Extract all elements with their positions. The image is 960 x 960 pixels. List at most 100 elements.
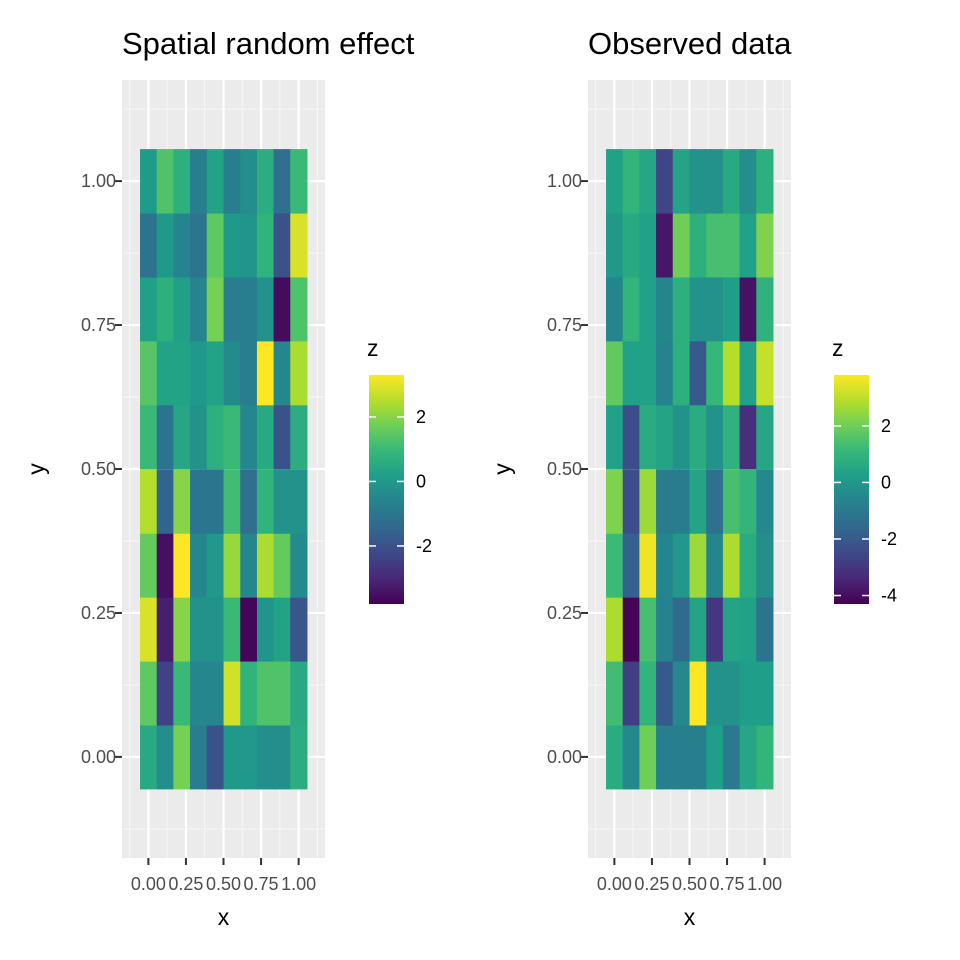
heatmap-tile [756,469,774,534]
heatmap-tile [273,533,291,598]
heatmap-tile [190,276,208,342]
heatmap-tile [739,597,757,662]
heatmap-tile [223,276,241,342]
heatmap-tile [739,340,757,406]
heatmap-tile [656,149,674,214]
heatmap-tile [689,597,707,662]
heatmap-tile [206,276,224,342]
heatmap-tile [240,213,258,278]
heatmap-tile [739,213,757,278]
heatmap-tile [722,276,741,342]
heatmap-tile [756,661,774,726]
heatmap-tile [290,276,308,342]
heatmap-tile [639,533,657,598]
heatmap-tile [190,724,208,790]
legend-break-label: -2 [416,536,432,556]
heatmap-tile [240,276,258,342]
heatmap-tile [290,533,308,598]
heatmap-tile [656,597,674,662]
heatmap-tile [156,724,174,790]
x-tick-label: 1.00 [747,874,782,894]
heatmap-tile [273,276,291,342]
heatmap-tile [656,533,674,598]
x-tick-label: 0.00 [597,874,632,894]
heatmap-tile [672,340,690,406]
heatmap-tile [240,149,258,214]
heatmap-tile [656,213,674,278]
heatmap-tile [290,661,308,726]
heatmap-tile [223,661,241,726]
heatmap-panel-1: Spatial random effect0.000.250.500.751.0… [23,26,432,930]
heatmap-tile [639,276,657,342]
heatmap-tile [206,213,224,278]
x-tick-label: 0.25 [168,874,203,894]
heatmap-tile [156,340,174,406]
heatmap-tile [639,597,657,662]
heatmap-tile [622,533,640,598]
heatmap-tile [656,340,674,406]
heatmap-tile [639,724,657,790]
heatmap-tile [656,661,674,726]
heatmap-tile [672,661,690,726]
heatmap-tile [290,597,308,662]
heatmap-tile [606,661,624,726]
heatmap-tile [140,340,158,406]
heatmap-tile [173,404,191,470]
heatmap-tile [140,404,158,470]
heatmap-tile [639,469,657,534]
heatmap-tile [290,149,308,214]
heatmap-tile [140,213,158,278]
heatmap-tile [206,597,224,662]
heatmap-tile [606,597,624,662]
heatmap-tile [689,469,707,534]
heatmap-tile [190,404,208,470]
heatmap-tile [223,213,241,278]
heatmap-tile [240,661,258,726]
heatmap-tile [706,469,724,534]
heatmap-tile [622,661,640,726]
heatmap-tile [606,149,624,214]
x-tick-label: 0.75 [710,874,745,894]
heatmap-tile [206,533,224,598]
heatmap-tile [639,149,657,214]
y-tick-label: 0.25 [81,603,116,623]
heatmap-tile [722,213,741,278]
heatmap-tile [606,404,624,470]
heatmap-tile [706,213,724,278]
legend-title: z [832,335,844,361]
heatmap-tile [290,469,308,534]
heatmap-tile [206,724,224,790]
heatmap-tile [689,661,707,726]
heatmap-tile [689,149,707,214]
heatmap-tile [156,469,174,534]
heatmap-tile [206,404,224,470]
heatmap-tile [706,724,724,790]
heatmap-tile [156,149,174,214]
x-tick-label: 1.00 [281,874,316,894]
heatmap-tile [156,404,174,470]
heatmap-tile [240,533,258,598]
heatmap-tile [672,597,690,662]
color-legend: z 2 0 -2 -4 [832,335,897,606]
heatmap-tile [672,213,690,278]
heatmap-tile [689,404,707,470]
heatmap-tile [622,469,640,534]
y-tick-label: 0.50 [81,459,116,479]
x-axis-title: x [218,904,230,930]
heatmap-tile [606,469,624,534]
heatmap-tile [672,533,690,598]
heatmap-tile [622,149,640,214]
heatmap-tile [706,149,724,214]
heatmap-tile [672,724,690,790]
heatmap-tile [639,340,657,406]
heatmap-tile [739,724,757,790]
heatmap-tile [240,597,258,662]
heatmap-tile [722,597,741,662]
heatmap-tile [173,533,191,598]
heatmap-tile [140,469,158,534]
heatmap-tile [223,404,241,470]
heatmap-tile [656,469,674,534]
x-tick-label: 0.00 [131,874,166,894]
heatmap-tile [672,404,690,470]
